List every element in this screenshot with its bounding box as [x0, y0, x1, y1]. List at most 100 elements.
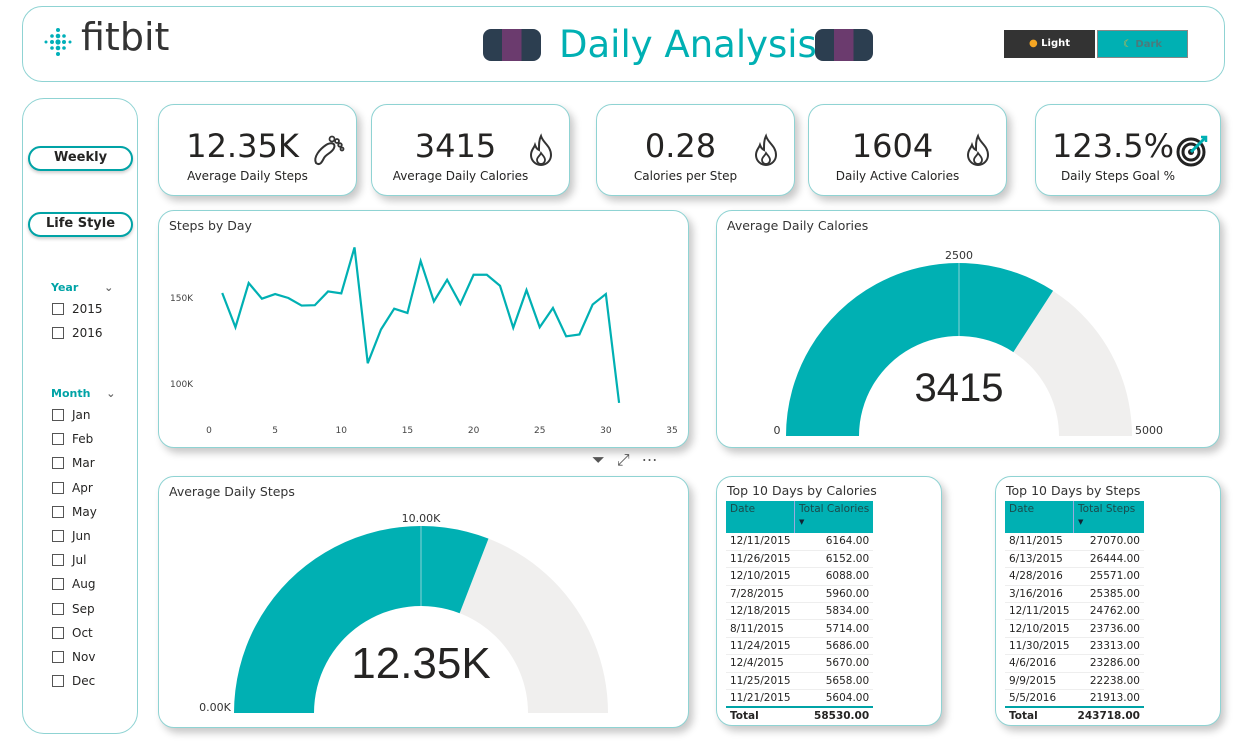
month-checkbox[interactable]: Jun	[52, 529, 91, 543]
column-header-date[interactable]: Date	[726, 501, 795, 533]
table-row: 8/11/2015 27070.00	[1005, 533, 1144, 551]
month-label: Nov	[72, 650, 96, 664]
band-image-right-icon	[815, 29, 873, 61]
date-cell: 12/10/2015	[726, 567, 795, 586]
table-header-row: Date Total Steps ▼	[1005, 501, 1144, 533]
checkbox-icon[interactable]	[52, 481, 64, 494]
table-title: Top 10 Days by Steps	[1006, 483, 1141, 498]
month-label: Dec	[72, 674, 96, 689]
kpi-value: 0.28	[644, 127, 717, 165]
total-value: 58530.00	[794, 705, 874, 725]
value-cell: 6088.00	[794, 567, 874, 586]
kpi-value: 3415	[414, 127, 497, 165]
table-row: 11/21/2015 5604.00	[726, 689, 874, 708]
x-tick-label: 30	[600, 426, 612, 436]
date-cell: 4/28/2016	[1005, 567, 1074, 586]
focus-mode-icon[interactable]: ⤢	[616, 450, 630, 469]
value-cell: 26444.00	[1073, 550, 1144, 569]
table-row: 4/6/2016 23286.00	[1005, 654, 1144, 673]
value-cell: 25571.00	[1073, 567, 1144, 586]
kpi-card: 0.28 Calories per Step	[596, 104, 795, 196]
kpi-value: 123.5%	[1051, 127, 1174, 165]
date-cell: 7/28/2015	[726, 585, 795, 604]
table-row: 12/18/2015 5834.00	[726, 602, 874, 621]
sun-icon: ●	[1028, 38, 1038, 49]
kpi-card: 123.5% Daily Steps Goal %	[1035, 104, 1221, 196]
month-checkbox[interactable]: Sep	[52, 602, 95, 616]
chart-title: Average Daily Steps	[169, 484, 295, 499]
month-checkbox[interactable]: Dec	[52, 674, 95, 688]
top-days-calories-table: Top 10 Days by Calories Date Total Calori…	[716, 476, 942, 726]
year-slicer-title: Year ⌄	[51, 281, 114, 294]
checkbox-icon[interactable]	[52, 409, 64, 421]
checkbox-icon[interactable]	[52, 433, 64, 446]
fitbit-logo-icon	[44, 28, 72, 56]
date-cell: 12/11/2015	[726, 533, 795, 551]
value-cell: 25385.00	[1073, 585, 1144, 604]
checkbox-icon[interactable]	[52, 651, 64, 663]
month-checkbox[interactable]: Jan	[52, 408, 91, 422]
page-title: Daily Analysis	[559, 23, 817, 66]
date-cell: 5/5/2016	[1005, 689, 1074, 708]
month-checkbox[interactable]: Oct	[52, 626, 93, 640]
checkbox-icon[interactable]	[52, 505, 64, 518]
filter-icon[interactable]: ⏷	[592, 450, 605, 469]
y-tick-label: 150K	[170, 294, 194, 304]
visual-header-toolbar: ⏷ ⤢ ⋯	[592, 450, 658, 470]
month-checkbox[interactable]: Aug	[52, 577, 95, 591]
more-options-icon[interactable]: ⋯	[641, 450, 658, 469]
x-tick-label: 20	[468, 426, 480, 436]
avg-daily-steps-gauge: Average Daily Steps 12.35K 10.00K 0.00K	[158, 476, 689, 728]
kpi-card: 3415 Average Daily Calories	[371, 104, 570, 196]
checkbox-icon[interactable]	[52, 675, 64, 688]
gauge-fill	[234, 526, 489, 713]
value-cell: 23736.00	[1073, 619, 1144, 638]
chevron-down-icon[interactable]: ⌄	[104, 281, 114, 294]
chevron-down-icon[interactable]: ⌄	[106, 387, 116, 400]
column-header-total[interactable]: Total Steps ▼	[1073, 501, 1144, 533]
month-checkbox[interactable]: Feb	[52, 432, 93, 446]
header-bar: fitbit Daily Analysis ● Light ☾ Dark	[22, 6, 1225, 82]
year-label: 2016	[72, 326, 103, 340]
year-checkbox[interactable]: 2016	[52, 326, 103, 340]
table-row: 7/28/2015 5960.00	[726, 585, 874, 604]
year-checkbox[interactable]: 2015	[52, 302, 103, 316]
checkbox-icon[interactable]	[52, 303, 64, 315]
dark-theme-button[interactable]: ☾ Dark	[1097, 30, 1188, 58]
sort-desc-icon[interactable]: ▼	[799, 518, 805, 526]
checkbox-icon[interactable]	[52, 578, 64, 591]
month-checkbox[interactable]: Nov	[52, 650, 95, 664]
table-row: 11/24/2015 5686.00	[726, 637, 874, 656]
gauge-fill	[786, 263, 1054, 436]
checkbox-icon[interactable]	[52, 457, 64, 470]
checkbox-icon[interactable]	[52, 602, 64, 615]
checkbox-icon[interactable]	[52, 530, 64, 542]
checkbox-icon[interactable]	[52, 626, 64, 639]
month-checkbox[interactable]: Apr	[52, 481, 93, 495]
weekly-button[interactable]: Weekly	[28, 146, 133, 171]
kpi-label: Calories per Step	[633, 169, 738, 183]
month-checkbox[interactable]: Mar	[52, 456, 95, 470]
month-checkbox[interactable]: Jul	[52, 553, 86, 567]
gauge-target-label: 10.00K	[402, 512, 441, 525]
table-row: 12/11/2015 24762.00	[1005, 602, 1144, 621]
avg-daily-calories-gauge: Average Daily Calories 3415 2500 0 5000	[716, 210, 1220, 448]
light-theme-button[interactable]: ● Light	[1004, 30, 1095, 58]
value-cell: 5714.00	[794, 619, 874, 638]
date-cell: 12/11/2015	[1005, 602, 1074, 621]
table-row: 11/30/2015 23313.00	[1005, 637, 1144, 656]
column-header-total[interactable]: Total Calories ▼	[794, 501, 874, 533]
y-tick-label: 100K	[170, 380, 194, 390]
year-label: 2015	[72, 302, 103, 316]
month-label: Feb	[72, 432, 94, 447]
sort-desc-icon[interactable]: ▼	[1078, 518, 1084, 526]
checkbox-icon[interactable]	[52, 554, 64, 567]
month-checkbox[interactable]: May	[52, 505, 97, 519]
month-label: Jul	[72, 553, 87, 568]
value-cell: 24762.00	[1073, 602, 1144, 621]
checkbox-icon[interactable]	[52, 327, 64, 339]
kpi-label: Average Daily Steps	[187, 169, 308, 183]
gauge-min-label: 0	[774, 424, 781, 437]
lifestyle-button[interactable]: Life Style	[28, 212, 133, 237]
column-header-date[interactable]: Date	[1005, 501, 1074, 533]
